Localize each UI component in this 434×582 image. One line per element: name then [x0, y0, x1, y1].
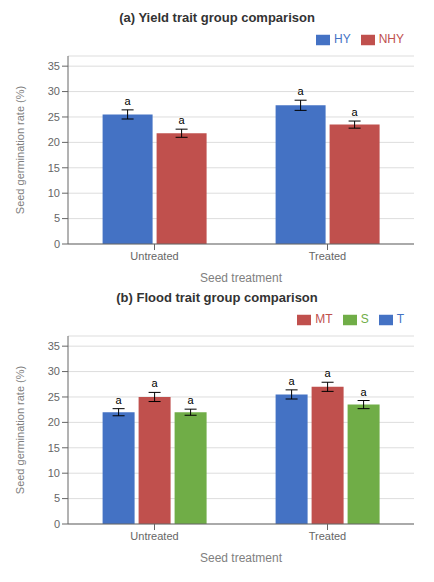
svg-text:a: a [325, 367, 332, 379]
svg-text:10: 10 [48, 467, 60, 479]
svg-text:a: a [352, 106, 359, 118]
svg-text:a: a [289, 375, 296, 387]
svg-text:Seed treatment: Seed treatment [200, 271, 283, 285]
svg-text:Untreated: Untreated [130, 250, 178, 262]
svg-text:Untreated: Untreated [130, 530, 178, 542]
svg-text:5: 5 [54, 212, 60, 224]
svg-text:a: a [361, 386, 368, 398]
svg-text:30: 30 [48, 85, 60, 97]
svg-text:a: a [125, 95, 132, 107]
svg-text:a: a [152, 377, 159, 389]
svg-text:20: 20 [48, 136, 60, 148]
html-text:T: T [396, 312, 404, 326]
svg-text:a: a [179, 114, 186, 126]
html-text:S: S [360, 312, 369, 326]
html-text:MT: MT [315, 312, 333, 326]
svg-text:10: 10 [48, 187, 60, 199]
svg-text:15: 15 [48, 162, 60, 174]
svg-text:35: 35 [48, 340, 60, 352]
svg-text:5: 5 [54, 492, 60, 504]
svg-text:a: a [298, 85, 305, 97]
svg-text:Seed germination rate (%): Seed germination rate (%) [14, 86, 26, 214]
html-text:(b) Flood trait group comparis: (b) Flood trait group comparison [116, 290, 318, 305]
svg-text:Treated: Treated [309, 530, 347, 542]
svg-text:20: 20 [48, 416, 60, 428]
svg-text:25: 25 [48, 111, 60, 123]
svg-text:30: 30 [48, 365, 60, 377]
svg-text:35: 35 [48, 60, 60, 72]
html-text:(a) Yield trait group comparis: (a) Yield trait group comparison [119, 10, 315, 25]
html-text:HY: HY [334, 32, 351, 46]
svg-text:Seed germination rate (%): Seed germination rate (%) [14, 366, 26, 494]
html-text:NHY: NHY [378, 32, 404, 46]
svg-text:a: a [116, 394, 123, 406]
svg-text:15: 15 [48, 442, 60, 454]
svg-text:Treated: Treated [309, 250, 347, 262]
svg-text:0: 0 [54, 518, 60, 530]
svg-text:Seed treatment: Seed treatment [200, 551, 283, 565]
svg-text:25: 25 [48, 391, 60, 403]
svg-text:0: 0 [54, 238, 60, 250]
svg-text:a: a [188, 394, 195, 406]
